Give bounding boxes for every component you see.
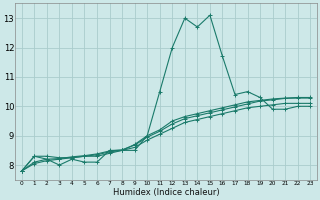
X-axis label: Humidex (Indice chaleur): Humidex (Indice chaleur)	[113, 188, 219, 197]
